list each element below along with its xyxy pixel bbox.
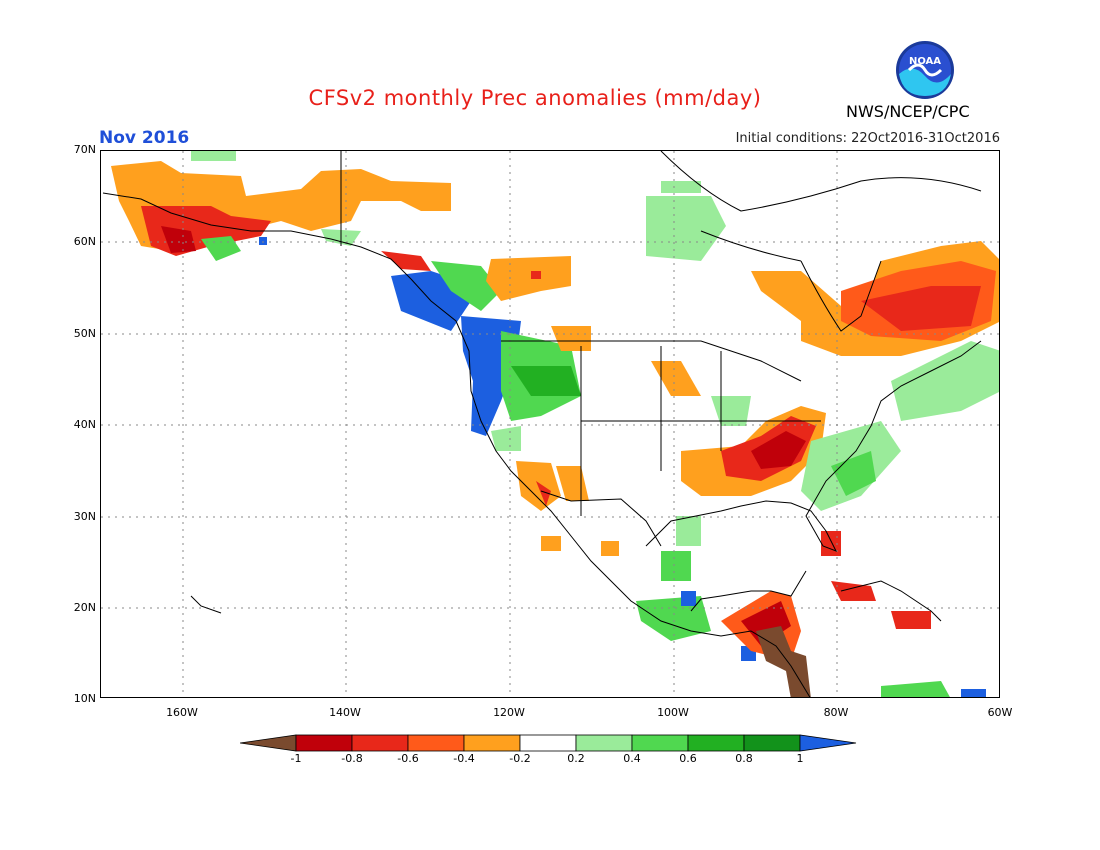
gridlines <box>101 151 999 697</box>
initial-conditions: Initial conditions: 22Oct2016-31Oct2016 <box>735 131 1000 146</box>
lon-label-120w: 120W <box>493 706 525 719</box>
agency-label: NWS/NCEP/CPC <box>846 102 970 121</box>
lat-label-40n: 40N <box>73 418 96 431</box>
colorbar-swatch <box>575 734 633 752</box>
colorbar-swatch <box>687 734 745 752</box>
colorbar-swatch <box>351 734 409 752</box>
colorbar-tick-label: 0.8 <box>735 752 753 765</box>
lon-label-60w: 60W <box>987 706 1013 719</box>
colorbar-tick-label: -0.8 <box>341 752 363 765</box>
lat-label-20n: 20N <box>73 601 96 614</box>
anomaly-map-svg <box>101 151 999 697</box>
coastlines <box>102 151 982 697</box>
colorbar-tick-label: 1 <box>796 752 804 765</box>
noaa-logo-text: NOAA <box>909 56 941 67</box>
colorbar-svg <box>239 734 857 752</box>
anomaly-map <box>100 150 1000 698</box>
colorbar-tick-label: 0.2 <box>567 752 585 765</box>
colorbar-arrow-left <box>239 734 297 752</box>
forecast-month: Nov 2016 <box>99 128 190 148</box>
colorbar-swatch <box>295 734 353 752</box>
lon-label-80w: 80W <box>823 706 849 719</box>
colorbar-tick-label: 0.6 <box>679 752 697 765</box>
colorbar-tick-label: -0.4 <box>453 752 475 765</box>
anomaly-patches <box>111 151 999 697</box>
lat-label-70n: 70N <box>73 143 96 156</box>
colorbar-tick-label: 0.4 <box>623 752 641 765</box>
colorbar-swatch <box>463 734 521 752</box>
colorbar-tick-label: -0.6 <box>397 752 419 765</box>
lon-label-160w: 160W <box>166 706 198 719</box>
colorbar-swatch <box>519 734 577 752</box>
lon-label-100w: 100W <box>657 706 689 719</box>
lon-label-140w: 140W <box>329 706 361 719</box>
colorbar-swatch <box>743 734 801 752</box>
colorbar-arrow-right <box>799 734 857 752</box>
noaa-logo: NOAA <box>895 40 955 100</box>
colorbar-swatch <box>631 734 689 752</box>
lat-label-10n: 10N <box>73 692 96 705</box>
colorbar-tick-label: -1 <box>290 752 302 765</box>
chart-title: CFSv2 monthly Prec anomalies (mm/day) <box>0 86 1100 110</box>
colorbar <box>239 734 860 752</box>
colorbar-swatch <box>407 734 465 752</box>
chart-title-text: CFSv2 monthly Prec anomalies (mm/day) <box>308 86 762 110</box>
lat-label-60n: 60N <box>73 235 96 248</box>
lat-label-50n: 50N <box>73 327 96 340</box>
lat-label-30n: 30N <box>73 510 96 523</box>
colorbar-tick-label: -0.2 <box>509 752 531 765</box>
